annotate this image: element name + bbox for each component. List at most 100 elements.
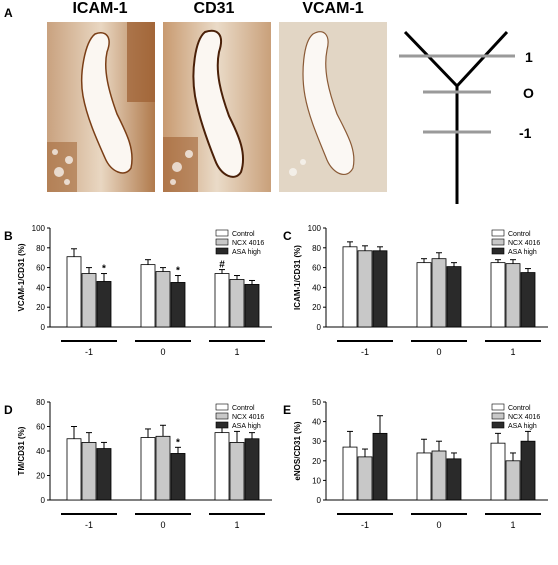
panel-b-legend-swatch [215, 247, 229, 255]
panel-d-xtick-label: 0 [160, 520, 165, 530]
panel-c-xtick-label: 1 [510, 347, 515, 357]
panel-e-bar [446, 458, 462, 501]
panel-c-bar [357, 250, 373, 328]
panel-e-ylabel: eNOS/CD31 (%) [293, 421, 302, 480]
panel-e-bar [431, 450, 447, 501]
panel-c-label: C [283, 229, 292, 243]
panel-d-bar [96, 448, 112, 501]
panel-d-bar [81, 442, 97, 501]
micro-title-cd31: CD31 [193, 0, 235, 17]
panel-c-ytick-label: 20 [312, 303, 321, 312]
panel-b-ytick-label: 60 [36, 264, 45, 273]
panel-d-legend-label: Control [232, 405, 255, 412]
panel-e-legend-label: NCX 4016 [508, 414, 540, 421]
panel-e-ytick-label: 40 [312, 418, 321, 427]
panel-a-label: A [4, 6, 13, 20]
panel-c-legend-label: Control [508, 231, 531, 238]
panel-b-bar [81, 273, 97, 328]
vessel-diagram: 1 O -1 [399, 30, 534, 204]
panel-c-ytick-label: 100 [308, 224, 322, 233]
panel-b-annotation: * [176, 266, 180, 277]
panel-b-ytick-label: 0 [41, 323, 46, 332]
panel-e-bar [490, 442, 506, 501]
panel-d-xtick-label: -1 [85, 520, 93, 530]
panel-c-legend-label: NCX 4016 [508, 240, 540, 247]
panel-d-legend-swatch [215, 421, 229, 429]
panel-d-bar [229, 442, 245, 501]
panel-c-xtick-label: 0 [436, 347, 441, 357]
micro-title-icam: ICAM-1 [72, 0, 128, 17]
panel-e-bar [357, 456, 373, 501]
panel-e-bar [342, 446, 358, 501]
panel-d-bar [155, 435, 171, 501]
panel-e-legend-swatch [491, 412, 505, 420]
panel-b-ylabel: VCAM-1/CD31 (%) [17, 243, 26, 311]
panel-b-label: B [4, 229, 13, 243]
panel-d-ytick-label: 60 [36, 423, 45, 432]
micrograph-cd31 [163, 22, 271, 192]
panel-d-ytick-label: 40 [36, 447, 45, 456]
panel-e-ytick-label: 10 [312, 476, 321, 485]
panel-b-ytick-label: 40 [36, 283, 45, 292]
panel-c-xtick-label: -1 [361, 347, 369, 357]
panel-b-ytick-label: 100 [32, 224, 46, 233]
panel-d-bar [170, 453, 186, 501]
panel-b-legend-label: Control [232, 231, 255, 238]
panel-d-bar [140, 437, 156, 501]
panel-b-bar [96, 281, 112, 328]
panel-b-annotation: # [219, 260, 225, 271]
panel-b-legend-label: NCX 4016 [232, 240, 264, 247]
panel-b-bar [66, 256, 82, 328]
panel-b-bar [140, 264, 156, 328]
panel-d-annotation: * [176, 437, 180, 448]
panel-d-legend-label: NCX 4016 [232, 414, 264, 421]
panel-d-label: D [4, 403, 13, 417]
panel-b-legend-swatch [215, 238, 229, 246]
panel-e-ytick-label: 20 [312, 457, 321, 466]
panel-c-ytick-label: 60 [312, 264, 321, 273]
panel-c-legend-swatch [491, 238, 505, 246]
panel-d-legend-swatch [215, 403, 229, 411]
panel-b-xtick-label: 0 [160, 347, 165, 357]
panel-d-xtick-label: 1 [234, 520, 239, 530]
panel-e-legend-swatch [491, 421, 505, 429]
panel-e-legend-swatch [491, 403, 505, 411]
panel-b-ytick-label: 20 [36, 303, 45, 312]
panel-d-bar [214, 432, 230, 501]
panel-d-ytick-label: 20 [36, 472, 45, 481]
panel-c-legend-swatch [491, 247, 505, 255]
diagram-label-o: O [523, 85, 534, 101]
panel-b-xtick-label: 1 [234, 347, 239, 357]
panel-d-legend-label: ASA high [232, 423, 261, 430]
panel-c-bar [505, 263, 521, 328]
panel-d-bar [66, 438, 82, 501]
panel-e-ytick-label: 30 [312, 437, 321, 446]
panel-c-legend-swatch [491, 229, 505, 237]
panel-c-ytick-label: 80 [312, 244, 321, 253]
panel-b-xtick-label: -1 [85, 347, 93, 357]
panel-d-legend-swatch [215, 412, 229, 420]
panel-c-bar [431, 258, 447, 328]
panel-e-xtick-label: -1 [361, 520, 369, 530]
panel-b-legend-swatch [215, 229, 229, 237]
panel-c-ylabel: ICAM-1/CD31 (%) [293, 245, 302, 310]
diagram-label-minus1: -1 [519, 125, 532, 141]
panel-b-bar [170, 282, 186, 328]
panel-c-ytick-label: 40 [312, 283, 321, 292]
panel-e-xtick-label: 1 [510, 520, 515, 530]
panel-e-xtick-label: 0 [436, 520, 441, 530]
panel-e-bar [505, 460, 521, 501]
panel-e-label: E [283, 403, 291, 417]
panel-e-bar [416, 452, 432, 501]
panel-e-bar [520, 440, 536, 501]
panel-c-legend-label: ASA high [508, 249, 537, 256]
panel-b-legend-label: ASA high [232, 249, 261, 256]
panel-e-ytick-label: 50 [312, 398, 321, 407]
diagram-label-1: 1 [525, 49, 533, 65]
panel-c-bar [520, 272, 536, 328]
micrograph-icam [47, 22, 155, 192]
panel-b-annotation: * [102, 264, 106, 275]
panel-b-bar [155, 271, 171, 328]
panel-d-ytick-label: 0 [41, 496, 46, 505]
